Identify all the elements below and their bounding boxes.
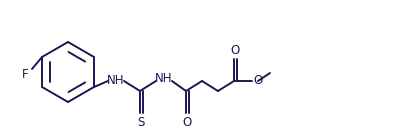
Text: O: O: [230, 44, 240, 56]
Text: O: O: [253, 75, 263, 87]
Text: NH: NH: [107, 73, 125, 86]
Text: NH: NH: [155, 72, 173, 86]
Text: F: F: [22, 69, 29, 81]
Text: O: O: [182, 115, 192, 129]
Text: S: S: [137, 115, 145, 129]
